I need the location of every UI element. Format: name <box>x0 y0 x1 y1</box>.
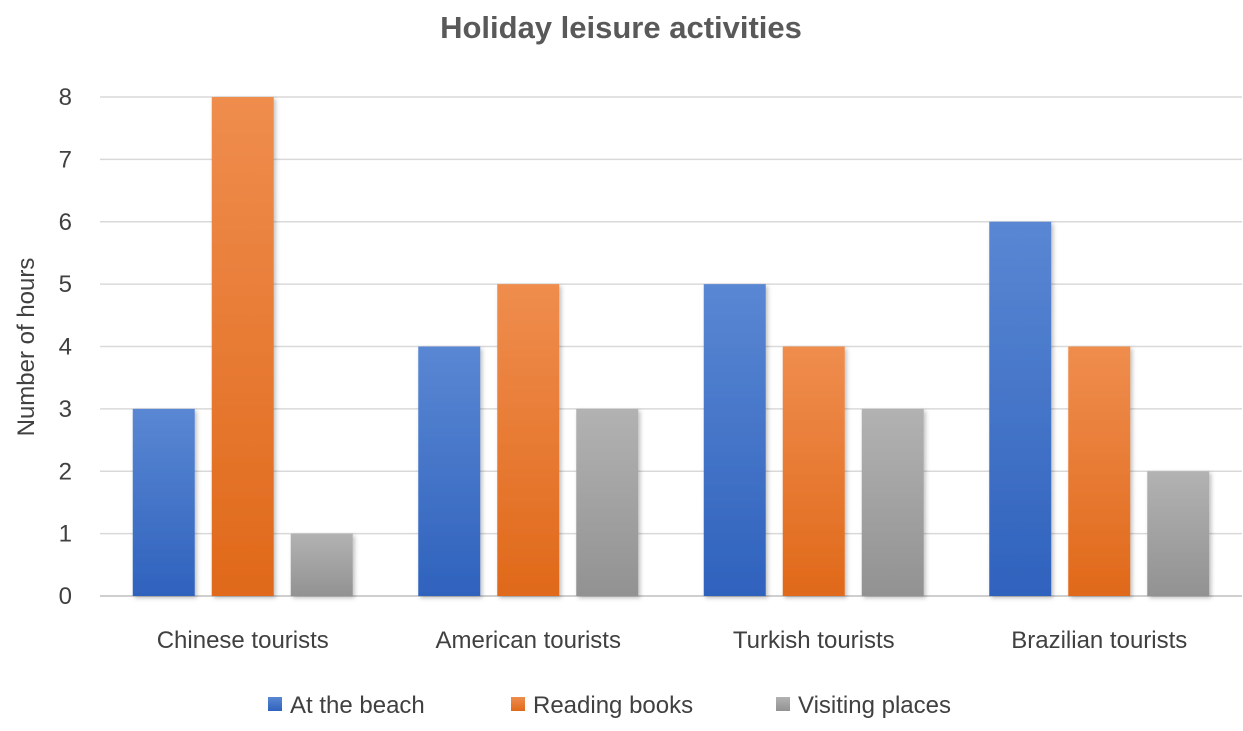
bar-reading-books-turkish-tourists <box>782 346 845 596</box>
legend-swatch-reading-books <box>511 697 525 711</box>
x-tick-label: Turkish tourists <box>733 627 895 654</box>
legend: At the beach Reading books Visiting places <box>268 692 951 719</box>
legend-swatch-at-the-beach <box>268 697 282 711</box>
y-tick-label: 5 <box>59 271 72 298</box>
bar-reading-books-american-tourists <box>497 284 560 596</box>
bar-visiting-places-american-tourists <box>576 408 639 596</box>
x-tick-label: American tourists <box>436 627 621 654</box>
legend-label: Reading books <box>533 692 693 719</box>
legend-swatch-visiting-places <box>776 697 790 711</box>
legend-label: At the beach <box>290 692 425 719</box>
bar-visiting-places-brazilian-tourists <box>1147 471 1210 596</box>
bar-at-the-beach-brazilian-tourists <box>989 221 1052 596</box>
bar-at-the-beach-american-tourists <box>418 346 481 596</box>
gridlines <box>100 96 1242 597</box>
bar-at-the-beach-turkish-tourists <box>703 284 766 596</box>
x-tick-label: Chinese tourists <box>157 627 329 654</box>
y-tick-label: 4 <box>59 334 72 361</box>
x-tick-label: Brazilian tourists <box>1011 627 1187 654</box>
y-tick-label: 1 <box>59 521 72 548</box>
bar-visiting-places-turkish-tourists <box>861 408 924 596</box>
y-tick-label: 3 <box>59 396 72 423</box>
bar-visiting-places-chinese-tourists <box>290 533 353 596</box>
x-axis-ticks: Chinese tourists American tourists Turkish… <box>157 627 1188 654</box>
bars <box>132 97 1210 596</box>
y-tick-label: 2 <box>59 458 72 485</box>
y-tick-label: 7 <box>59 146 72 173</box>
bar-at-the-beach-chinese-tourists <box>132 408 195 596</box>
bar-reading-books-brazilian-tourists <box>1068 346 1131 596</box>
y-tick-label: 0 <box>59 583 72 610</box>
legend-label: Visiting places <box>798 692 951 719</box>
chart-title: Holiday leisure activities <box>440 10 802 45</box>
y-axis-ticks: 0 1 2 3 4 5 6 7 8 <box>59 84 72 610</box>
y-axis-label: Number of hours <box>13 258 40 437</box>
y-tick-label: 6 <box>59 209 72 236</box>
y-tick-label: 8 <box>59 84 72 111</box>
bar-reading-books-chinese-tourists <box>211 97 274 596</box>
